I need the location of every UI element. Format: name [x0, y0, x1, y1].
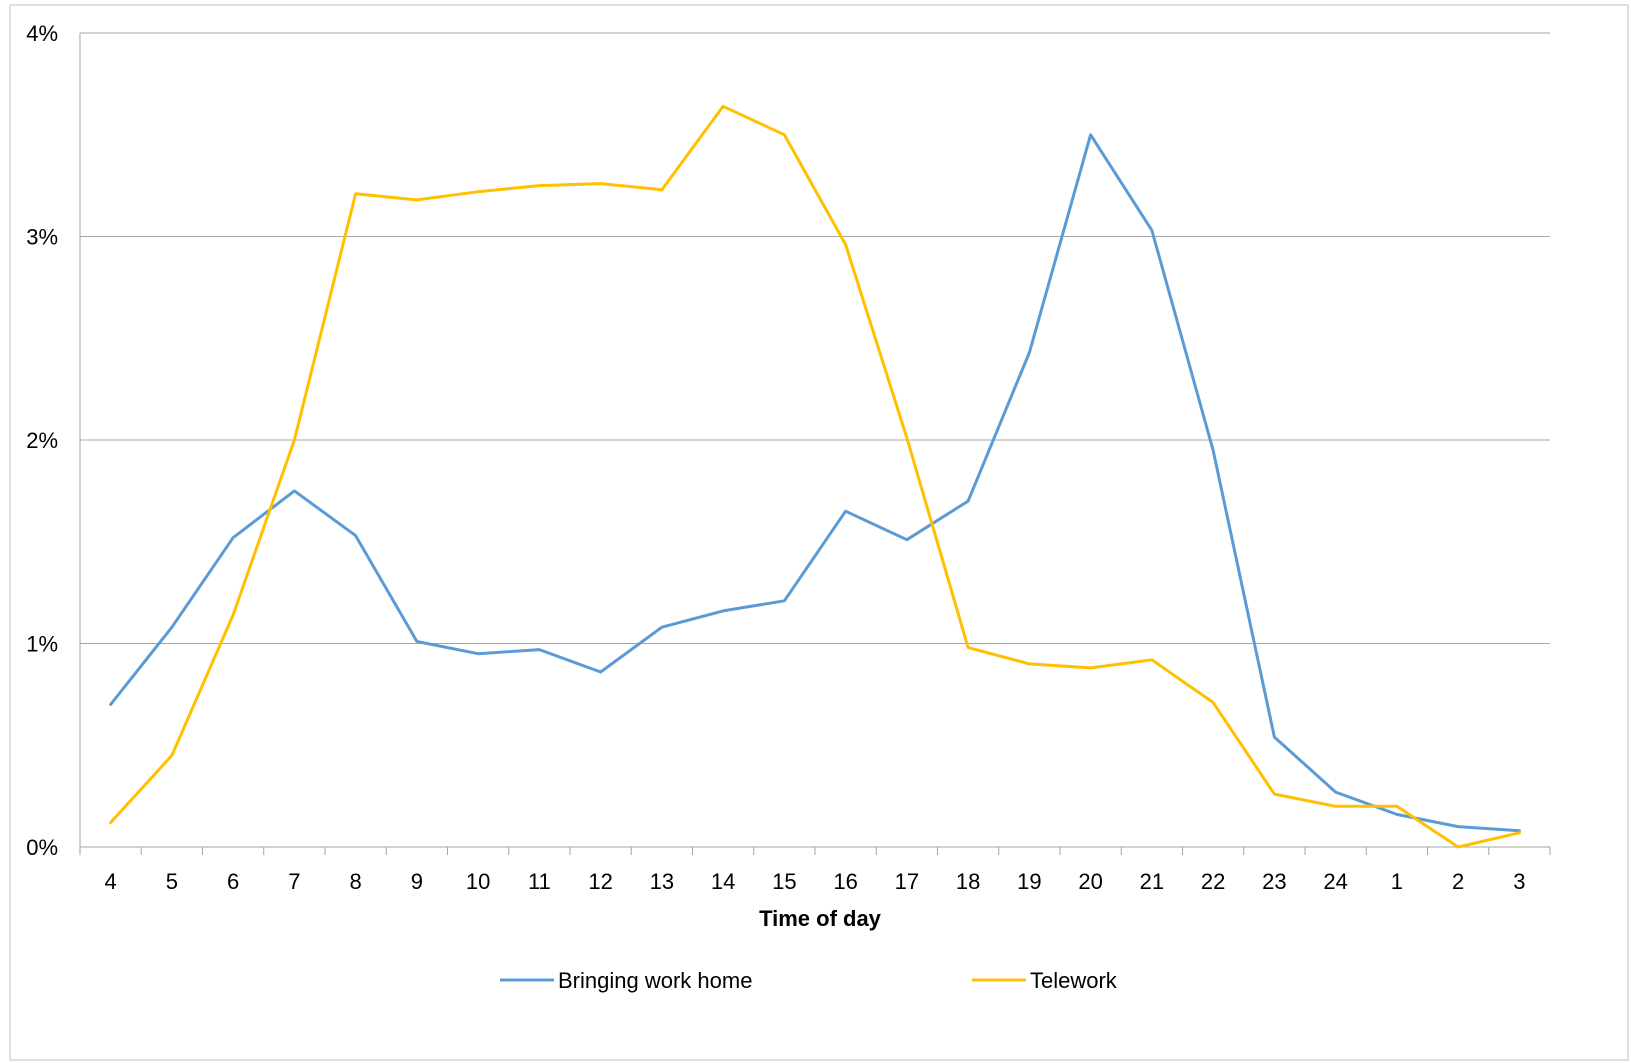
x-tick-label: 9	[411, 869, 423, 894]
x-tick-label: 8	[350, 869, 362, 894]
y-tick-label: 4%	[26, 21, 58, 46]
legend: Bringing work home Telework	[500, 968, 1118, 993]
x-tick-label: 2	[1452, 869, 1464, 894]
x-tick-label: 13	[650, 869, 674, 894]
x-tick-label: 7	[288, 869, 300, 894]
series-lines	[109, 104, 1521, 849]
y-tick-label: 3%	[26, 225, 58, 250]
y-tick-label: 2%	[26, 428, 58, 453]
x-tick-label: 1	[1391, 869, 1403, 894]
x-tick-label: 15	[772, 869, 796, 894]
x-tick-label: 22	[1201, 869, 1225, 894]
series-line-1	[109, 104, 1521, 849]
gridlines	[80, 32, 1550, 644]
x-tick-label: 5	[166, 869, 178, 894]
x-tick-label: 17	[895, 869, 919, 894]
x-tick-label: 16	[833, 869, 857, 894]
axes: 0%1%2%3%4%4 5 6 7 8 9 10 11 12 13 14 15 16 17 18 19 20 21…	[26, 21, 1551, 894]
x-tick-label: 3	[1513, 869, 1525, 894]
x-tick-label: 14	[711, 869, 735, 894]
legend-label: Bringing work home	[558, 968, 752, 993]
y-tick-label: 0%	[26, 835, 58, 860]
x-tick-label: 21	[1140, 869, 1164, 894]
x-tick-label: 18	[956, 869, 980, 894]
x-tick-label: 19	[1017, 869, 1041, 894]
x-tick-label: 4	[105, 869, 117, 894]
x-tick-label: 11	[528, 869, 551, 894]
x-tick-label: 12	[588, 869, 612, 894]
chart-border	[9, 4, 1629, 1061]
x-tick-label: 20	[1078, 869, 1102, 894]
x-axis-title: Time of day	[759, 906, 882, 931]
y-tick-label: 1%	[26, 632, 58, 657]
series-line-0	[109, 133, 1521, 833]
x-tick-label: 24	[1323, 869, 1347, 894]
x-tick-label: 6	[227, 869, 239, 894]
x-tick-label: 10	[466, 869, 490, 894]
x-tick-label: 23	[1262, 869, 1286, 894]
legend-label: Telework	[1030, 968, 1118, 993]
